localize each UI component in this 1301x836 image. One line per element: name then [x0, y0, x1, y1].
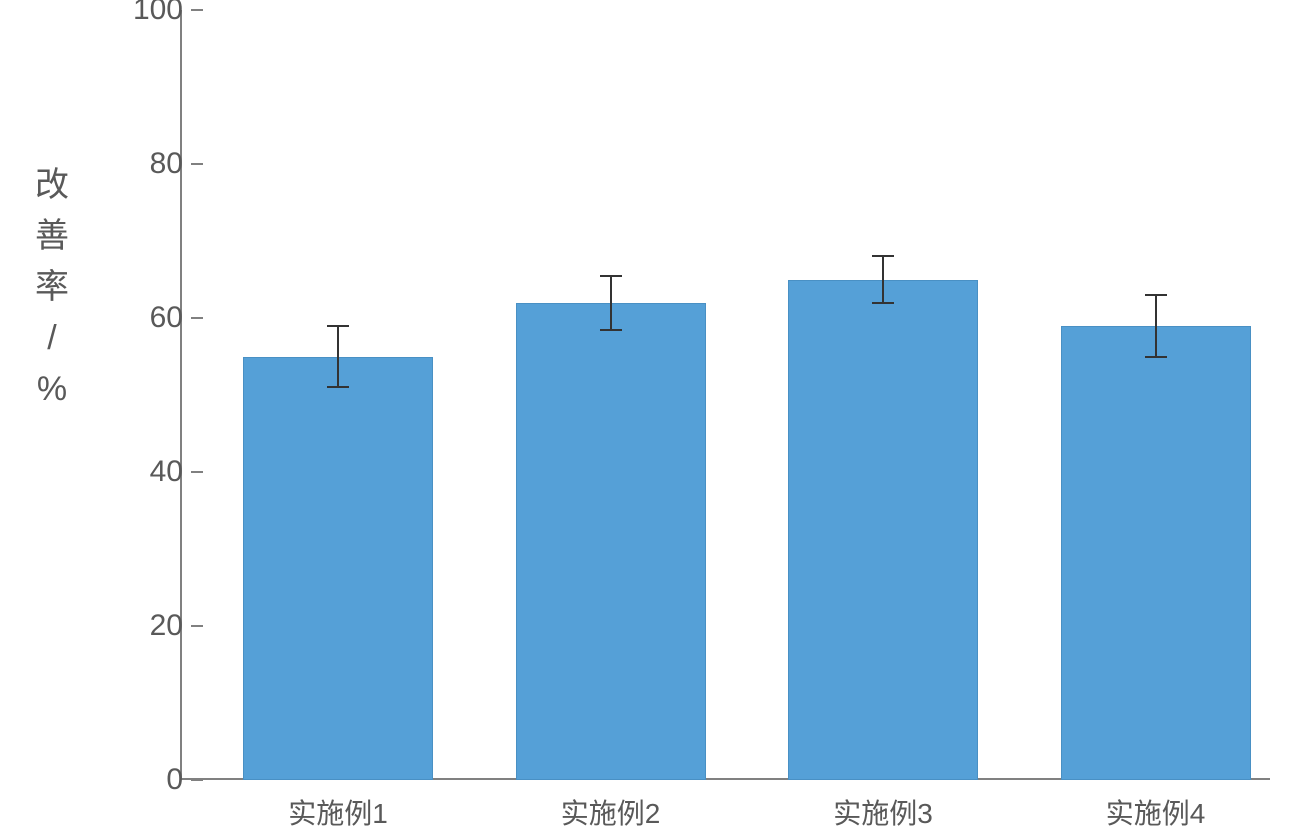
- x-tick-label: 实施例1: [288, 792, 388, 832]
- y-tick-label: 20: [150, 609, 183, 643]
- y-tick: [191, 779, 203, 781]
- y-tick-label: 0: [166, 763, 183, 797]
- bar: [1061, 326, 1251, 780]
- errorbar-cap: [327, 325, 349, 327]
- y-tick-label: 80: [150, 147, 183, 181]
- bar: [788, 280, 978, 781]
- y-tick: [191, 163, 203, 165]
- errorbar-cap: [327, 386, 349, 388]
- errorbar: [882, 256, 884, 302]
- errorbar-cap: [872, 302, 894, 304]
- errorbar: [337, 326, 339, 388]
- y-axis-label-char-2: 率: [32, 262, 72, 313]
- y-tick-label: 40: [150, 455, 183, 489]
- bar: [243, 357, 433, 781]
- bar: [516, 303, 706, 780]
- y-tick: [191, 471, 203, 473]
- y-axis-label-char-3: /: [32, 313, 72, 364]
- y-tick-label: 100: [133, 0, 183, 27]
- y-axis-label-char-1: 善: [32, 211, 72, 262]
- errorbar: [1155, 295, 1157, 357]
- chart-container: 改 善 率 / % 0 20 40 60 80 100 实施例1 实施例2 实施例3 实施例4: [0, 0, 1301, 836]
- x-tick-label: 实施例2: [561, 792, 661, 832]
- errorbar-cap: [1145, 294, 1167, 296]
- errorbar-cap: [600, 275, 622, 277]
- y-tick: [191, 625, 203, 627]
- y-tick-label: 60: [150, 301, 183, 335]
- x-tick-label: 实施例4: [1106, 792, 1206, 832]
- y-axis-label-char-0: 改: [32, 160, 72, 211]
- y-axis-label-char-4: %: [32, 364, 72, 415]
- errorbar: [610, 276, 612, 330]
- y-tick: [191, 9, 203, 11]
- errorbar-cap: [600, 329, 622, 331]
- errorbar-cap: [1145, 356, 1167, 358]
- x-tick-label: 实施例3: [833, 792, 933, 832]
- errorbar-cap: [872, 255, 894, 257]
- y-tick: [191, 317, 203, 319]
- y-axis-label: 改 善 率 / %: [32, 160, 72, 415]
